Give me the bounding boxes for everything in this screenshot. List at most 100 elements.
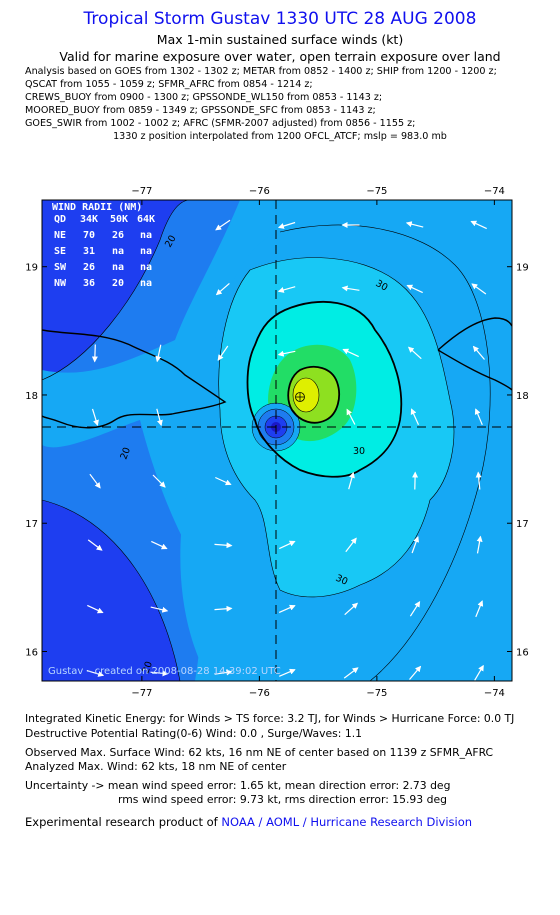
radii-cell: na (140, 246, 152, 257)
wind-arrow (150, 670, 169, 677)
wind-arrow (471, 283, 487, 295)
wind-arrow (409, 600, 421, 617)
radii-cell: na (140, 230, 152, 241)
lat-label-right: 17 (516, 519, 529, 530)
lon-label-bottom: −77 (131, 688, 152, 699)
radii-cell: SW (54, 262, 67, 273)
wind-arrow (155, 344, 162, 363)
wind-arrow (476, 535, 483, 554)
wind-arrow (277, 221, 296, 229)
lat-label-left: 19 (25, 263, 38, 274)
wind-arrow (278, 604, 296, 613)
wind-field-map: 20 20 30 30 30 20 −77 −76 −75 −74 −77 −7… (25, 186, 529, 699)
radii-cell: na (140, 278, 152, 289)
wind-arrow (472, 345, 485, 360)
wind-arrow (406, 284, 423, 294)
credit-line: Experimental research product of NOAA / … (25, 815, 472, 829)
wind-arrow (344, 602, 359, 616)
wind-arrow (150, 606, 169, 613)
wind-arrow (215, 282, 230, 296)
axis-ticks (42, 200, 512, 681)
lat-label-right: 18 (516, 391, 529, 402)
wind-arrow (87, 539, 103, 551)
lon-label-top: −74 (484, 186, 505, 197)
wind-radii-header: QD 34K 50K 64K (54, 214, 155, 225)
uncertainty-line-2: rms wind speed error: 9.73 kt, rms direc… (118, 793, 447, 806)
lon-label-bottom: −74 (484, 688, 505, 699)
wind-arrow (89, 473, 101, 489)
radii-cell: NW (54, 278, 67, 289)
wind-arrow (214, 542, 233, 549)
radii-cell: na (140, 262, 152, 273)
radii-cell: 20 (112, 278, 124, 289)
wind-arrow (279, 540, 296, 550)
wind-arrow (405, 221, 424, 228)
wind-arrow (277, 350, 296, 357)
wind-radii-row-nw: NW 36 20 na (54, 278, 152, 289)
wind-arrow (474, 664, 484, 681)
wind-arrow (475, 471, 482, 490)
wind-radii-table: WIND RADII (NM) QD 34K 50K 64K NE 70 26 … (52, 202, 155, 289)
source-line-5: GOES_SWIR from 1002 - 1002 z; AFRC (SFMR… (25, 118, 416, 129)
radii-cell: NE (54, 230, 66, 241)
lat-label-left: 16 (25, 647, 38, 658)
coastline (42, 317, 512, 429)
lat-label-right: 16 (516, 647, 529, 658)
wind-arrow (474, 408, 483, 426)
credit-prefix: Experimental research product of (25, 815, 222, 829)
radii-cell: 34K (80, 214, 98, 225)
lon-label-top: −75 (366, 186, 387, 197)
wind-arrow (217, 345, 229, 361)
lat-label-left: 18 (25, 391, 38, 402)
contour-label: 30 (334, 573, 350, 588)
contour-label: 30 (353, 446, 365, 457)
wind-arrow (214, 605, 233, 612)
center-crosshair (42, 200, 512, 681)
lon-label-bottom: −76 (249, 688, 270, 699)
hrd-link[interactable]: NOAA / AOML / Hurricane Research Divisio… (221, 815, 473, 829)
contour-labels: 20 20 30 30 30 20 (118, 234, 389, 675)
wind-vectors (86, 219, 487, 681)
wind-arrow (345, 537, 357, 553)
wind-arrow (215, 476, 232, 486)
radii-cell: 64K (137, 214, 155, 225)
wind-arrow (407, 346, 422, 360)
map-title: Tropical Storm Gustav 1330 UTC 28 AUG 20… (83, 9, 477, 29)
radii-cell: 31 (83, 246, 95, 257)
wind-arrow (214, 669, 233, 676)
wind-arrow (91, 344, 98, 363)
wind-arrow (342, 348, 359, 358)
wind-arrow (151, 540, 168, 550)
wind-arrow (215, 219, 231, 231)
wind-arrow (410, 408, 420, 426)
wind-arrow (87, 604, 104, 614)
wind-arrow (86, 670, 105, 677)
wind-arrow (475, 600, 484, 618)
subtitle-exposure: Valid for marine exposure over water, op… (59, 49, 501, 64)
radii-cell: 26 (112, 230, 124, 241)
lon-label-bottom: −75 (366, 688, 387, 699)
ike-line: Integrated Kinetic Energy: for Winds > T… (25, 712, 515, 725)
dpr-line: Destructive Potential Rating(0-6) Wind: … (25, 727, 363, 740)
contour-label: 30 (374, 278, 390, 294)
observed-max-line: Observed Max. Surface Wind: 62 kts, 16 n… (25, 746, 494, 759)
radii-cell: 50K (110, 214, 128, 225)
lat-label-left: 17 (25, 519, 38, 530)
wind-arrow (346, 408, 356, 425)
lat-label-right: 19 (516, 263, 529, 274)
wind-radii-row-sw: SW 26 na na (54, 262, 152, 273)
wind-arrow (152, 474, 166, 488)
wind-arrow (156, 408, 163, 427)
wind-radii-row-ne: NE 70 26 na (54, 230, 152, 241)
wind-radii-title: WIND RADII (NM) (52, 202, 142, 213)
lon-label-top: −76 (249, 186, 270, 197)
wind-arrow (277, 286, 296, 293)
wind-radii-row-se: SE 31 na na (54, 246, 152, 257)
wind-arrow (348, 471, 355, 490)
position-note: 1330 z position interpolated from 1200 O… (113, 131, 447, 142)
radii-cell: QD (54, 214, 66, 225)
radii-cell: 70 (83, 230, 95, 241)
wind-arrow (278, 668, 296, 677)
wind-contours (42, 200, 512, 681)
source-line-1: Analysis based on GOES from 1302 - 1302 … (25, 66, 497, 77)
